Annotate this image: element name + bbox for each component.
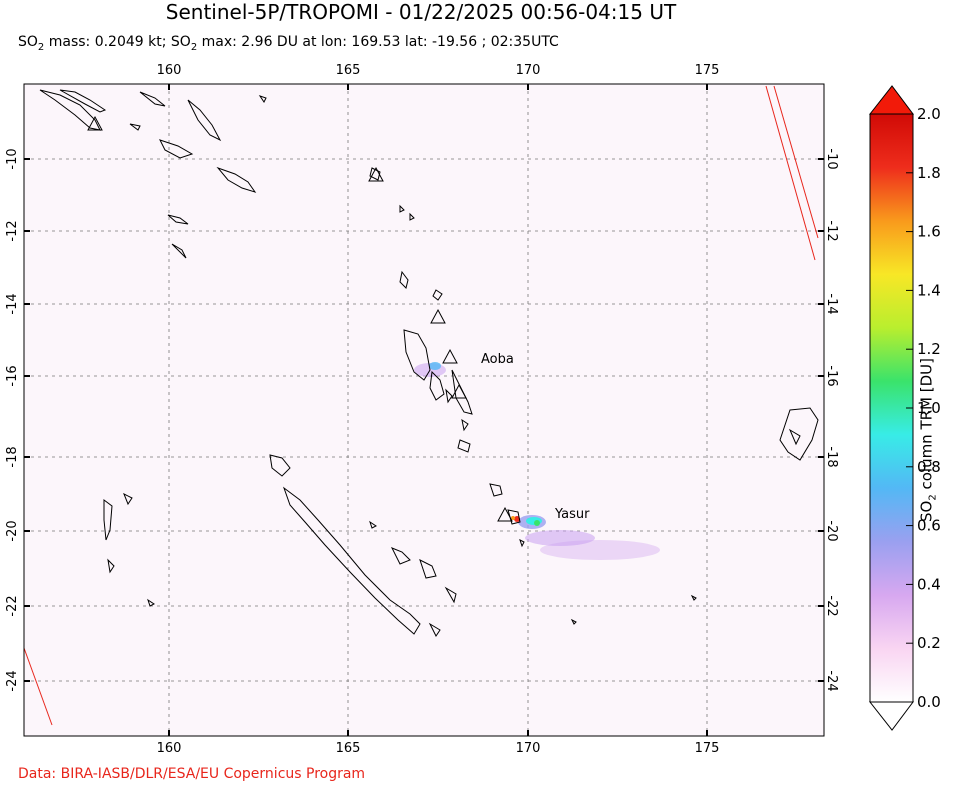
lat-tick-left: -14	[5, 293, 20, 314]
volcano-markers	[87, 115, 513, 522]
volcano-marker	[430, 308, 446, 324]
volcano-marker	[451, 383, 467, 399]
colorbar-tick-label: 1.6	[917, 223, 941, 241]
lat-tick-right: -18	[824, 446, 839, 467]
volcano-label-yasur: Yasur	[554, 507, 590, 522]
lat-tick-left: -20	[5, 520, 20, 541]
lat-tick-right: -24	[824, 670, 839, 691]
colorbar-tick-label: 1.0	[917, 399, 941, 417]
lat-tick-left: -24	[5, 670, 20, 691]
colorbar-tick-label: 0.6	[917, 517, 941, 535]
lon-tick-bottom: 160	[157, 741, 182, 756]
lat-tick-right: -14	[824, 293, 839, 314]
colorbar-tick-label: 0.0	[917, 693, 941, 711]
lat-tick-left: -22	[5, 595, 20, 616]
colorbar-tick-label: 1.4	[917, 281, 941, 299]
lon-tick-top: 160	[157, 63, 182, 78]
lat-tick-right: -22	[824, 595, 839, 616]
tick-marks	[24, 84, 824, 736]
lon-tick-bottom: 175	[695, 741, 720, 756]
volcano-label-aoba: Aoba	[481, 352, 514, 367]
colorbar-label: SO2 column TRM [DU]	[917, 358, 939, 522]
data-credit: Data: BIRA-IASB/DLR/ESA/EU Copernicus Pr…	[18, 766, 366, 782]
lon-tick-bottom: 165	[336, 741, 361, 756]
volcano-marker	[368, 166, 384, 182]
map-subtitle: SO2 mass: 0.2049 kt; SO2 max: 2.96 DU at…	[18, 34, 559, 53]
lon-tick-top: 175	[695, 63, 720, 78]
so2-background-noise	[24, 84, 824, 736]
so2-plume-yasur	[511, 515, 660, 560]
map-frame	[23, 83, 825, 737]
colorbar-tick-label: 0.4	[917, 575, 941, 593]
volcano-marker	[87, 115, 103, 131]
lat-tick-right: -10	[824, 148, 839, 169]
lat-tick-right: -16	[824, 365, 839, 386]
volcano-marker	[497, 506, 513, 522]
lon-tick-bottom: 170	[516, 741, 541, 756]
lat-tick-left: -12	[5, 220, 20, 241]
colorbar-tick-label: 2.0	[917, 105, 941, 123]
swath-edge	[23, 85, 819, 726]
volcano-marker	[442, 348, 458, 364]
lat-tick-right: -12	[824, 220, 839, 241]
map-title: Sentinel-5P/TROPOMI - 01/22/2025 00:56-0…	[165, 0, 677, 24]
colorbar-over-arrow	[868, 85, 914, 115]
colorbar-tick-label: 0.8	[917, 458, 941, 476]
colorbar-tick-label: 0.2	[917, 634, 941, 652]
colorbar-tick-label: 1.8	[917, 164, 941, 182]
lat-tick-right: -20	[824, 520, 839, 541]
lon-tick-top: 170	[516, 63, 541, 78]
lat-tick-left: -10	[5, 148, 20, 169]
colorbar-under-arrow	[868, 701, 914, 731]
lat-tick-left: -18	[5, 446, 20, 467]
lat-tick-left: -16	[5, 365, 20, 386]
lon-tick-top: 165	[336, 63, 361, 78]
colorbar-tick-label: 1.2	[917, 340, 941, 358]
